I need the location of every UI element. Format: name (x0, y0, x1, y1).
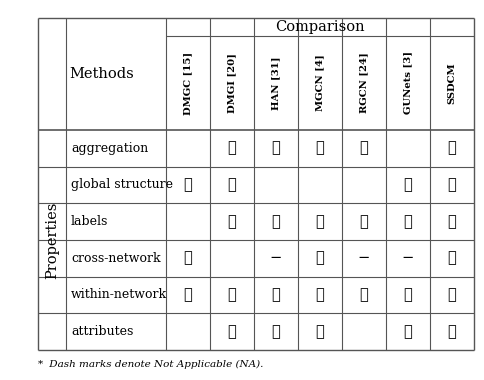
Text: MGCN [4]: MGCN [4] (316, 55, 324, 111)
Text: RGCN [24]: RGCN [24] (360, 52, 368, 113)
Text: ✓: ✓ (448, 288, 456, 302)
Text: Dash marks denote Not Applicable (NA).: Dash marks denote Not Applicable (NA). (46, 360, 263, 369)
Text: ✓: ✓ (183, 251, 192, 265)
Text: ✓: ✓ (360, 141, 368, 155)
Text: Methods: Methods (70, 67, 135, 81)
Text: ✓: ✓ (227, 178, 236, 192)
Text: within-network: within-network (71, 288, 167, 301)
Text: cross-network: cross-network (71, 252, 161, 265)
Text: attributes: attributes (71, 325, 134, 338)
Text: −: − (402, 251, 414, 265)
Text: ✓: ✓ (227, 288, 236, 302)
Text: SSDCM: SSDCM (448, 62, 456, 104)
Text: ✓: ✓ (227, 325, 236, 339)
Text: ✓: ✓ (183, 288, 192, 302)
Text: ✓: ✓ (448, 251, 456, 265)
Text: −: − (358, 251, 370, 265)
Text: ✓: ✓ (316, 141, 324, 155)
Text: ✓: ✓ (404, 215, 412, 229)
Text: ✓: ✓ (183, 178, 192, 192)
Text: ✓: ✓ (316, 288, 324, 302)
Text: ✓: ✓ (316, 215, 324, 229)
Text: ✓: ✓ (448, 141, 456, 155)
Text: labels: labels (71, 215, 108, 228)
Text: ✓: ✓ (316, 251, 324, 265)
Text: ✓: ✓ (360, 215, 368, 229)
Text: ✓: ✓ (404, 325, 412, 339)
Text: Properties: Properties (45, 201, 59, 279)
Text: global structure: global structure (71, 179, 173, 192)
Text: aggregation: aggregation (71, 142, 148, 155)
Text: ✓: ✓ (404, 288, 412, 302)
Text: −: − (270, 251, 282, 265)
Text: ✓: ✓ (272, 141, 280, 155)
Text: *: * (38, 360, 43, 369)
Text: HAN [31]: HAN [31] (272, 56, 281, 110)
Text: ✓: ✓ (227, 215, 236, 229)
Text: ✓: ✓ (448, 325, 456, 339)
Text: ✓: ✓ (272, 325, 280, 339)
Text: ✓: ✓ (448, 178, 456, 192)
Text: ✓: ✓ (360, 288, 368, 302)
Text: DMGC [15]: DMGC [15] (183, 51, 193, 114)
Text: DMGI [20]: DMGI [20] (227, 53, 237, 113)
Text: ✓: ✓ (227, 141, 236, 155)
Text: ✓: ✓ (448, 215, 456, 229)
Text: ✓: ✓ (272, 215, 280, 229)
Text: ✓: ✓ (404, 178, 412, 192)
Text: ✓: ✓ (272, 288, 280, 302)
Text: ✓: ✓ (316, 325, 324, 339)
Text: GUNets [3]: GUNets [3] (404, 52, 412, 114)
Text: Comparison: Comparison (275, 20, 365, 34)
